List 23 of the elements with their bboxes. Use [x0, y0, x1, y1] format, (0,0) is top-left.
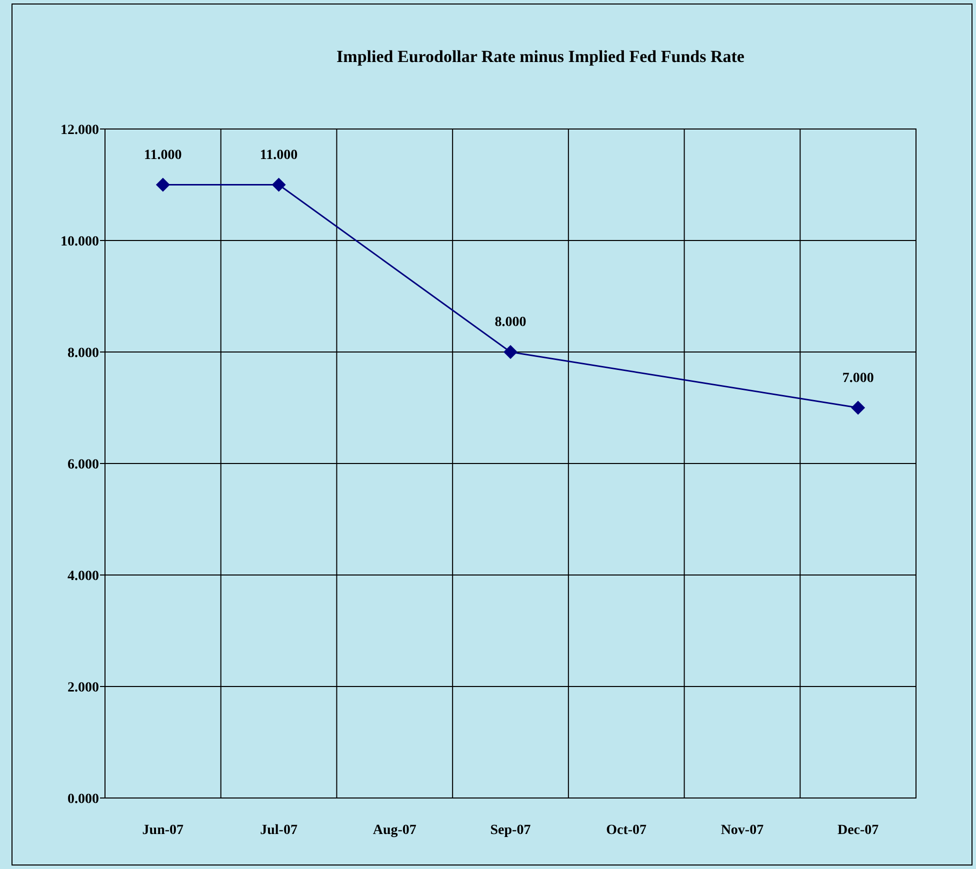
x-tick-label: Aug-07	[372, 823, 416, 838]
point	[851, 400, 866, 415]
y-tick-label: 12.000	[60, 123, 99, 138]
x-tick-label: Jul-07	[260, 823, 298, 838]
data-label: 11.000	[260, 148, 298, 163]
x-tick-label: Nov-07	[720, 823, 764, 838]
chart-title: Implied Eurodollar Rate minus Implied Fed Funds Rate	[336, 47, 745, 66]
y-tick-label: 0.000	[68, 792, 99, 807]
y-tick-label: 2.000	[68, 680, 99, 696]
y-tick-label: 4.000	[68, 569, 99, 584]
data-label: 11.000	[144, 148, 182, 163]
y-tick-label: 8.000	[68, 346, 99, 361]
point	[272, 178, 286, 192]
point	[156, 178, 170, 192]
y-tick-label: 10.000	[60, 234, 99, 250]
x-tick-label: Oct-07	[606, 823, 647, 838]
data-label: 8.000	[494, 315, 526, 330]
x-tick-label: Dec-07	[837, 823, 879, 838]
y-tick-label: 6.000	[68, 458, 99, 472]
x-tick-label: Jun-07	[142, 823, 184, 838]
data-label: 7.000	[842, 370, 874, 386]
point	[504, 345, 518, 359]
x-tick-label: Sep-07	[490, 823, 531, 838]
